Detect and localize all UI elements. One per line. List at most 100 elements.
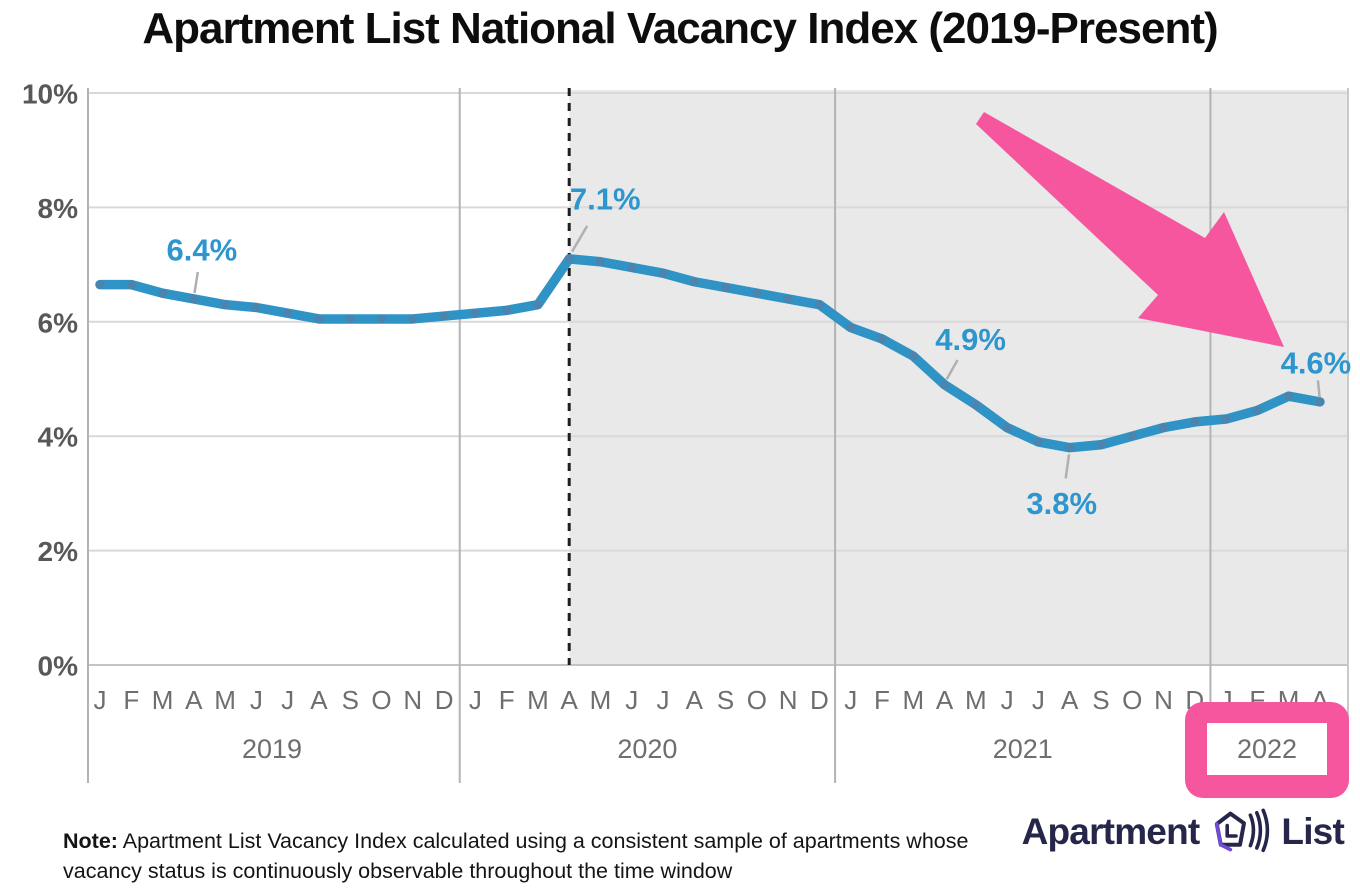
data-point xyxy=(689,277,699,287)
year-label: 2019 xyxy=(242,734,302,764)
data-point xyxy=(721,283,730,292)
data-point xyxy=(314,314,324,324)
month-label: A xyxy=(686,685,704,715)
month-label: J xyxy=(94,685,107,715)
data-point xyxy=(345,314,355,324)
footnote-text: Apartment List Vacancy Index calculated … xyxy=(63,828,969,884)
data-point xyxy=(252,303,261,312)
chart-footnote: Note: Apartment List Vacancy Index calcu… xyxy=(63,826,1013,887)
y-axis-labels: 10% 8% 6% 4% 2% 0% xyxy=(22,79,78,682)
data-point xyxy=(783,294,793,304)
data-point xyxy=(658,268,668,278)
annotation-label: 4.9% xyxy=(935,322,1006,357)
annotation-label: 6.4% xyxy=(167,232,238,267)
year-label: 2020 xyxy=(617,734,677,764)
logo-word-apartment: Apartment xyxy=(1021,811,1201,852)
month-label: O xyxy=(371,685,391,715)
data-point xyxy=(377,314,386,324)
apartment-list-logo-icon xyxy=(1215,808,1270,853)
y-tick-label: 0% xyxy=(38,651,79,682)
annotation-label: 7.1% xyxy=(570,181,641,216)
month-label: J xyxy=(657,685,670,715)
month-label: A xyxy=(936,685,954,715)
month-label: A xyxy=(310,685,328,715)
annotation-label: 4.6% xyxy=(1281,345,1352,380)
data-point xyxy=(1096,440,1106,450)
month-label: J xyxy=(250,685,263,715)
data-point xyxy=(971,400,981,410)
month-label: J xyxy=(625,685,638,715)
annotations: 6.4% 7.1% 4.9% 3.8% 4.6% xyxy=(167,181,1352,521)
month-label: A xyxy=(185,685,203,715)
data-point xyxy=(220,300,230,310)
data-point xyxy=(1065,443,1075,453)
apartment-list-logo: Apartment List xyxy=(1021,800,1345,864)
data-point xyxy=(1159,423,1168,433)
data-point xyxy=(1315,397,1325,407)
axis-separators xyxy=(87,88,1349,783)
annotation-connector xyxy=(193,271,200,294)
chart-title: Apartment List National Vacancy Index (2… xyxy=(142,4,1218,53)
month-label: A xyxy=(1061,685,1079,715)
data-point xyxy=(158,288,167,298)
data-point xyxy=(877,334,887,344)
logo-word-list: List xyxy=(1281,811,1344,852)
month-label: N xyxy=(403,685,422,715)
month-label: M xyxy=(527,685,549,715)
data-point xyxy=(1002,423,1012,433)
data-point-markers xyxy=(95,254,1325,453)
year-label: 2022 xyxy=(1237,734,1297,764)
month-label: S xyxy=(342,685,359,715)
data-point xyxy=(596,257,605,267)
data-point xyxy=(752,288,762,298)
month-label: N xyxy=(1154,685,1173,715)
data-point xyxy=(815,300,824,310)
data-point xyxy=(940,380,949,390)
annotation-connector xyxy=(1316,380,1321,398)
month-label: O xyxy=(747,685,767,715)
month-label: J xyxy=(1001,685,1014,715)
data-point xyxy=(533,300,543,310)
pink-arrow-shape xyxy=(976,112,1284,347)
data-point xyxy=(908,351,918,361)
month-label: D xyxy=(435,685,454,715)
gridlines xyxy=(88,92,1348,666)
month-label: F xyxy=(123,685,139,715)
year-label: 2021 xyxy=(993,734,1053,764)
data-point xyxy=(470,308,480,318)
year-highlight-inner xyxy=(1207,723,1327,775)
month-label: J xyxy=(281,685,294,715)
vacancy-line xyxy=(95,254,1325,453)
month-label: F xyxy=(874,685,890,715)
month-label: D xyxy=(810,685,829,715)
data-point xyxy=(408,314,418,324)
data-point xyxy=(189,294,199,304)
y-tick-label: 10% xyxy=(22,79,78,110)
data-point xyxy=(1284,391,1294,401)
month-label: J xyxy=(469,685,482,715)
pink-arrow xyxy=(976,112,1284,347)
data-point xyxy=(1127,431,1137,441)
month-label: A xyxy=(561,685,579,715)
y-tick-label: 6% xyxy=(38,307,79,338)
data-point xyxy=(126,280,136,290)
data-point xyxy=(846,323,856,332)
y-tick-label: 8% xyxy=(38,193,79,224)
month-label: M xyxy=(152,685,174,715)
data-point xyxy=(1034,437,1043,447)
month-label: N xyxy=(779,685,798,715)
data-point xyxy=(627,263,637,272)
month-label: J xyxy=(844,685,857,715)
data-point xyxy=(283,308,293,318)
footnote-label: Note: xyxy=(63,828,118,853)
data-point xyxy=(1190,417,1200,427)
y-tick-label: 4% xyxy=(38,422,79,453)
month-label: M xyxy=(965,685,987,715)
covid-shaded-region xyxy=(569,90,1348,665)
shaded-region-rect xyxy=(569,90,1348,665)
annotation-connector xyxy=(945,359,959,380)
month-label: O xyxy=(1122,685,1142,715)
data-point xyxy=(1221,414,1231,424)
data-point xyxy=(1252,406,1262,415)
data-point xyxy=(502,305,512,315)
